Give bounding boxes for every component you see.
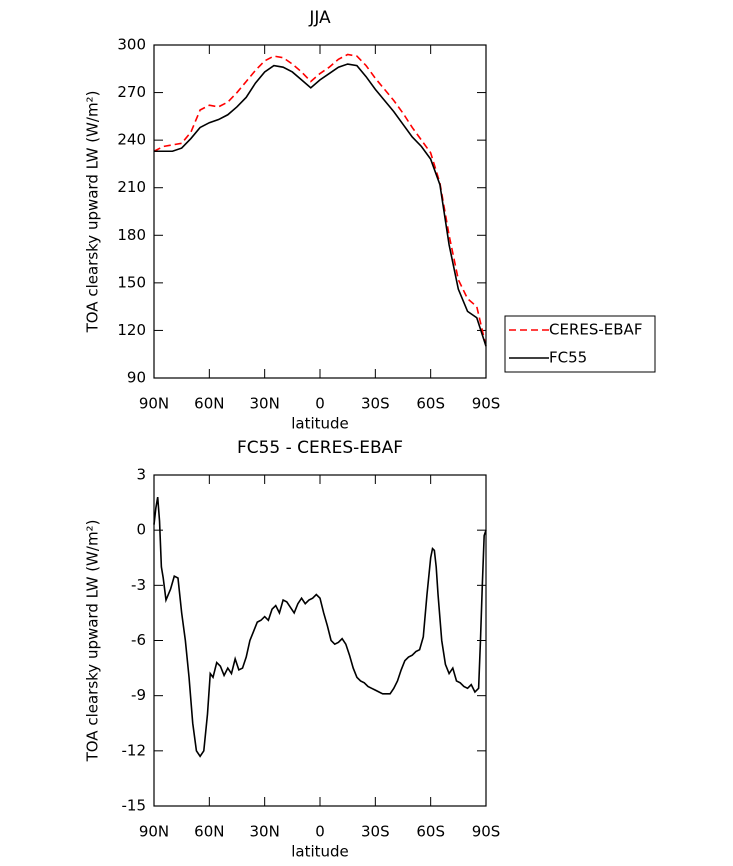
x-tick-label: 60N	[194, 823, 224, 841]
y-tick-label: 300	[117, 36, 146, 54]
y-tick-label: 210	[117, 178, 146, 196]
x-tick-label: 30N	[250, 823, 280, 841]
y-axis-label: TOA clearsky upward LW (W/m²)	[84, 520, 102, 763]
x-tick-label: 60N	[194, 395, 224, 413]
y-tick-label: 270	[117, 83, 146, 101]
x-tick-label: 60S	[416, 395, 445, 413]
x-tick-label: 0	[315, 823, 325, 841]
y-tick-label: -3	[131, 576, 146, 594]
x-tick-label: 90S	[472, 395, 501, 413]
y-tick-label: 180	[117, 226, 146, 244]
legend-box	[504, 315, 656, 373]
y-tick-label: 3	[136, 466, 146, 484]
y-tick-label: -9	[131, 686, 146, 704]
legend-label: FC55	[549, 349, 587, 367]
y-axis-label: TOA clearsky upward LW (W/m²)	[84, 91, 102, 334]
y-tick-label: -15	[122, 797, 147, 815]
y-tick-label: -12	[122, 741, 147, 759]
data-line	[153, 496, 487, 758]
y-tick-label: 90	[127, 369, 146, 387]
y-tick-label: 120	[117, 321, 146, 339]
x-tick-label: 30N	[250, 395, 280, 413]
data-line	[153, 53, 487, 347]
y-tick-label: 0	[136, 521, 146, 539]
y-tick-label: 150	[117, 273, 146, 291]
x-tick-label: 90N	[139, 395, 169, 413]
y-tick-label: -6	[131, 631, 146, 649]
x-tick-label: 30S	[361, 395, 390, 413]
x-tick-label: 0	[315, 395, 325, 413]
chart-title: FC55 - CERES-EBAF	[237, 438, 403, 458]
plot-frame	[153, 44, 487, 379]
plot-frame	[153, 474, 487, 807]
y-tick-label: 240	[117, 131, 146, 149]
x-tick-label: 60S	[416, 823, 445, 841]
chart-title: JJA	[308, 8, 331, 28]
data-line	[154, 63, 487, 347]
x-tick-label: 90S	[472, 823, 501, 841]
x-tick-label: 30S	[361, 823, 390, 841]
x-axis-label: latitude	[291, 843, 349, 861]
x-tick-label: 90N	[139, 823, 169, 841]
legend-label: CERES-EBAF	[549, 321, 642, 339]
x-axis-label: latitude	[291, 415, 349, 433]
